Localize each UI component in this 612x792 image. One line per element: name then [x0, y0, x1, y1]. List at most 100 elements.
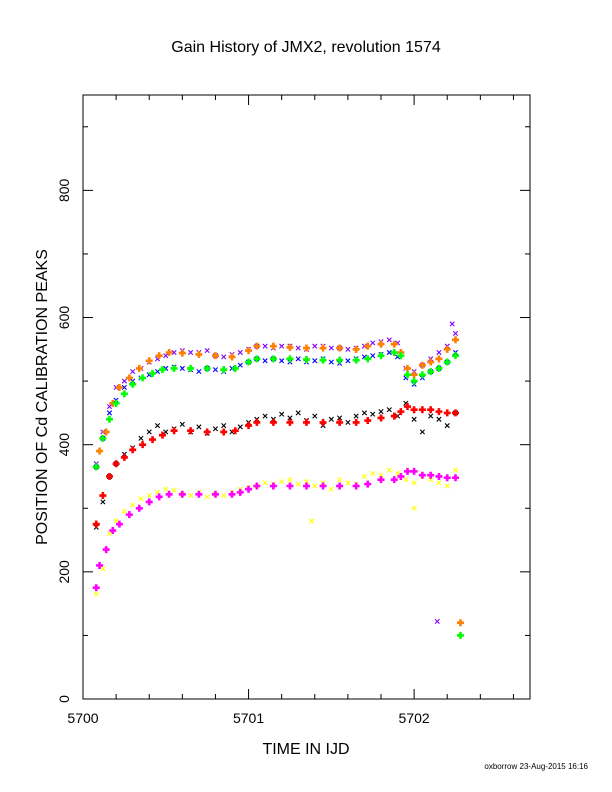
data-point	[364, 480, 372, 488]
data-point	[125, 511, 133, 519]
series-1	[93, 349, 459, 470]
data-point	[279, 478, 285, 485]
data-point	[188, 492, 194, 499]
data-point	[397, 408, 405, 416]
data-point	[436, 349, 442, 356]
data-point	[135, 364, 143, 372]
data-point	[96, 561, 104, 569]
data-point	[121, 384, 127, 391]
data-point	[96, 447, 104, 455]
data-point	[394, 470, 401, 476]
series-0	[93, 321, 459, 625]
data-point	[100, 566, 106, 572]
data-point	[386, 467, 392, 473]
data-point	[130, 368, 136, 375]
data-point	[262, 343, 268, 349]
data-point	[377, 476, 385, 484]
series-5	[92, 348, 464, 639]
data-point	[452, 409, 459, 417]
data-point	[435, 408, 443, 416]
data-point	[418, 471, 426, 479]
data-point	[286, 343, 294, 351]
data-point	[170, 427, 178, 435]
data-point	[377, 414, 385, 422]
data-point	[419, 429, 425, 435]
data-point	[269, 418, 277, 426]
data-point	[403, 477, 409, 483]
data-point	[129, 446, 137, 454]
data-point	[105, 472, 113, 480]
data-point	[106, 531, 113, 537]
data-point	[403, 364, 411, 372]
data-point	[139, 374, 147, 382]
data-point	[99, 434, 107, 442]
data-point	[390, 476, 398, 484]
data-point	[245, 347, 253, 355]
data-point	[178, 490, 186, 498]
data-point	[328, 486, 334, 492]
data-point	[364, 355, 372, 363]
data-point	[336, 482, 344, 490]
data-point	[403, 371, 411, 379]
data-point	[303, 344, 310, 352]
data-point	[443, 409, 451, 417]
data-point	[149, 369, 157, 377]
data-point	[337, 477, 343, 483]
data-point	[312, 343, 318, 349]
data-point	[345, 480, 351, 486]
data-point	[100, 499, 106, 505]
data-point	[386, 349, 392, 356]
data-point	[253, 342, 261, 350]
data-point	[436, 416, 442, 422]
data-point	[452, 474, 459, 482]
data-point	[171, 349, 177, 356]
data-point	[337, 415, 343, 421]
x-tick-label: 5701	[233, 710, 264, 726]
data-point	[336, 418, 344, 426]
data-point	[138, 435, 144, 441]
data-point	[456, 631, 464, 639]
data-point	[378, 409, 384, 415]
data-point	[443, 358, 451, 366]
x-tick-label: 5702	[399, 710, 430, 726]
data-point	[444, 483, 450, 489]
data-point	[245, 358, 253, 366]
data-point	[364, 417, 372, 425]
data-point	[286, 355, 294, 363]
data-point	[155, 493, 163, 501]
data-point	[146, 429, 152, 435]
data-point	[364, 342, 372, 350]
series-4	[92, 336, 464, 627]
data-point	[410, 371, 418, 379]
x-axis-label: TIME IN IJD	[262, 741, 349, 758]
data-point	[105, 415, 113, 423]
data-point	[204, 347, 210, 354]
data-point	[286, 482, 294, 490]
data-point	[121, 378, 127, 384]
data-point	[303, 418, 310, 426]
data-point	[345, 419, 351, 426]
data-point	[195, 490, 203, 498]
data-point	[204, 494, 210, 500]
data-point	[410, 406, 418, 414]
data-point	[312, 483, 318, 489]
data-point	[245, 422, 253, 430]
axis-tick-labels: 5700 5701 5702 0 200 400 600 800	[56, 178, 430, 726]
data-point	[120, 390, 128, 398]
data-point	[228, 490, 236, 498]
chart-title: Gain History of JMX2, revolution 1574	[171, 39, 441, 56]
data-point	[319, 344, 327, 352]
data-point	[449, 321, 455, 327]
y-tick-label: 600	[56, 306, 72, 330]
data-point	[328, 345, 334, 351]
x-tick-label: 5700	[67, 710, 98, 726]
data-point	[179, 365, 185, 371]
data-point	[92, 520, 100, 528]
data-point	[262, 358, 268, 364]
data-point	[377, 352, 385, 360]
data-point	[328, 416, 334, 422]
data-point	[187, 364, 195, 372]
data-point	[253, 355, 261, 363]
data-point	[187, 427, 195, 435]
data-point	[211, 490, 219, 498]
